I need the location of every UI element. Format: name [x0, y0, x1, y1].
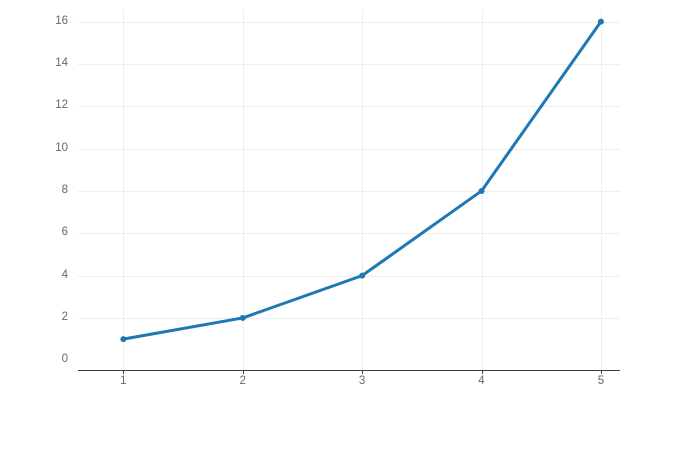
y-tick-label-1: 2: [61, 310, 68, 323]
gridline-y-3: [78, 233, 620, 235]
plot-area: [78, 10, 620, 370]
gridline-x-1: [242, 10, 244, 370]
gridline-y-7: [78, 63, 620, 65]
x-tick-4: [600, 370, 602, 374]
gridline-x-4: [600, 10, 602, 370]
gridline-x-3: [481, 10, 483, 370]
y-tick-label-6: 12: [55, 99, 68, 112]
x-tick-label-0: 1: [120, 375, 127, 387]
y-tick-label-0: 0: [61, 353, 68, 366]
gridline-y-4: [78, 190, 620, 192]
x-axis-line: [78, 370, 620, 371]
y-tick-label-2: 4: [61, 268, 68, 281]
y-tick-label-7: 14: [55, 56, 68, 69]
x-tick-label-2: 3: [358, 375, 366, 387]
y-tick-label-5: 10: [55, 141, 68, 154]
x-tick-1: [242, 370, 244, 374]
x-tick-2: [362, 370, 364, 374]
x-tick-label-1: 2: [239, 375, 246, 387]
x-tick-0: [123, 370, 125, 374]
gridline-y-2: [78, 275, 620, 277]
gridline-x-2: [362, 10, 364, 370]
x-tick-label-4: 5: [597, 375, 605, 387]
gridline-y-5: [78, 148, 620, 150]
x-tick-label-3: 4: [478, 375, 485, 387]
y-tick-label-8: 16: [55, 14, 68, 27]
gridline-y-6: [78, 106, 620, 108]
gridline-y-1: [78, 317, 620, 319]
gridline-x-0: [123, 10, 125, 370]
gridline-y-8: [78, 21, 620, 23]
x-tick-3: [481, 370, 483, 374]
y-tick-label-4: 8: [61, 183, 68, 196]
y-tick-label-3: 6: [61, 226, 68, 239]
